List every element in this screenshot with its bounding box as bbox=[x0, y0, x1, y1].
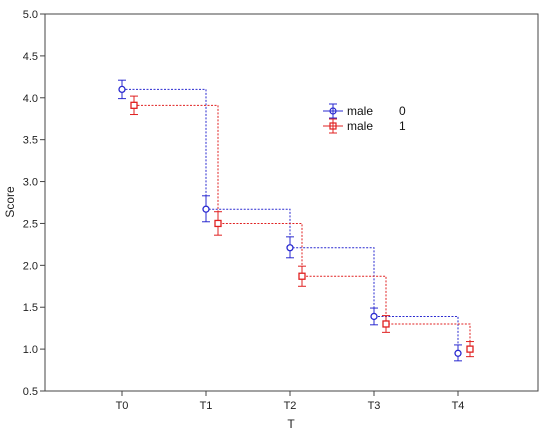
x-tick-label: T3 bbox=[368, 400, 381, 412]
data-point bbox=[466, 345, 474, 353]
x-axis: T0 T1 T2 T3 T4 bbox=[116, 391, 465, 412]
y-tick-label: 0.5 bbox=[23, 386, 38, 398]
y-tick-label: 2.5 bbox=[23, 218, 38, 230]
legend: male 0 male 1 bbox=[323, 103, 406, 134]
data-point bbox=[370, 312, 378, 321]
data-point bbox=[382, 320, 390, 328]
data-point bbox=[214, 219, 222, 228]
series-line bbox=[134, 104, 471, 350]
x-tick-label: T0 bbox=[116, 400, 129, 412]
y-tick-label: 1.0 bbox=[23, 344, 38, 356]
x-axis-title: T bbox=[287, 417, 295, 431]
y-tick-label: 3.0 bbox=[23, 177, 38, 189]
legend-entry-0: male 0 bbox=[323, 103, 406, 119]
y-tick-label: 4.5 bbox=[23, 51, 38, 63]
x-tick-label: T2 bbox=[284, 400, 297, 412]
legend-series-name-1: 1 bbox=[399, 119, 406, 133]
data-point bbox=[118, 85, 126, 94]
plot-area bbox=[44, 13, 539, 392]
data-point bbox=[286, 244, 294, 252]
y-tick-label: 4.0 bbox=[23, 93, 38, 105]
legend-series-name-0: 0 bbox=[399, 104, 406, 118]
y-tick-label: 3.5 bbox=[23, 135, 38, 147]
series-layer bbox=[118, 79, 474, 362]
series-1 bbox=[130, 95, 474, 358]
y-tick-label: 5.0 bbox=[23, 9, 38, 21]
legend-group-label-1: male bbox=[347, 119, 373, 133]
data-point bbox=[202, 205, 210, 213]
y-axis: 0.5 1.0 1.5 2.0 2.5 3.0 3.5 4.0 4.5 5.0 bbox=[23, 9, 45, 398]
legend-marker-square bbox=[329, 122, 337, 130]
data-point bbox=[130, 101, 138, 109]
legend-entry-1: male 1 bbox=[323, 118, 406, 134]
x-tick-label: T1 bbox=[200, 400, 213, 412]
y-tick-label: 2.0 bbox=[23, 260, 38, 272]
legend-marker-circle bbox=[329, 107, 337, 115]
legend-group-label-0: male bbox=[347, 104, 373, 118]
x-tick-label: T4 bbox=[452, 400, 465, 412]
data-point bbox=[454, 349, 462, 357]
data-point bbox=[298, 272, 306, 280]
y-axis-title: Score bbox=[3, 186, 17, 218]
y-tick-label: 1.5 bbox=[23, 302, 38, 314]
series-0 bbox=[118, 79, 462, 362]
